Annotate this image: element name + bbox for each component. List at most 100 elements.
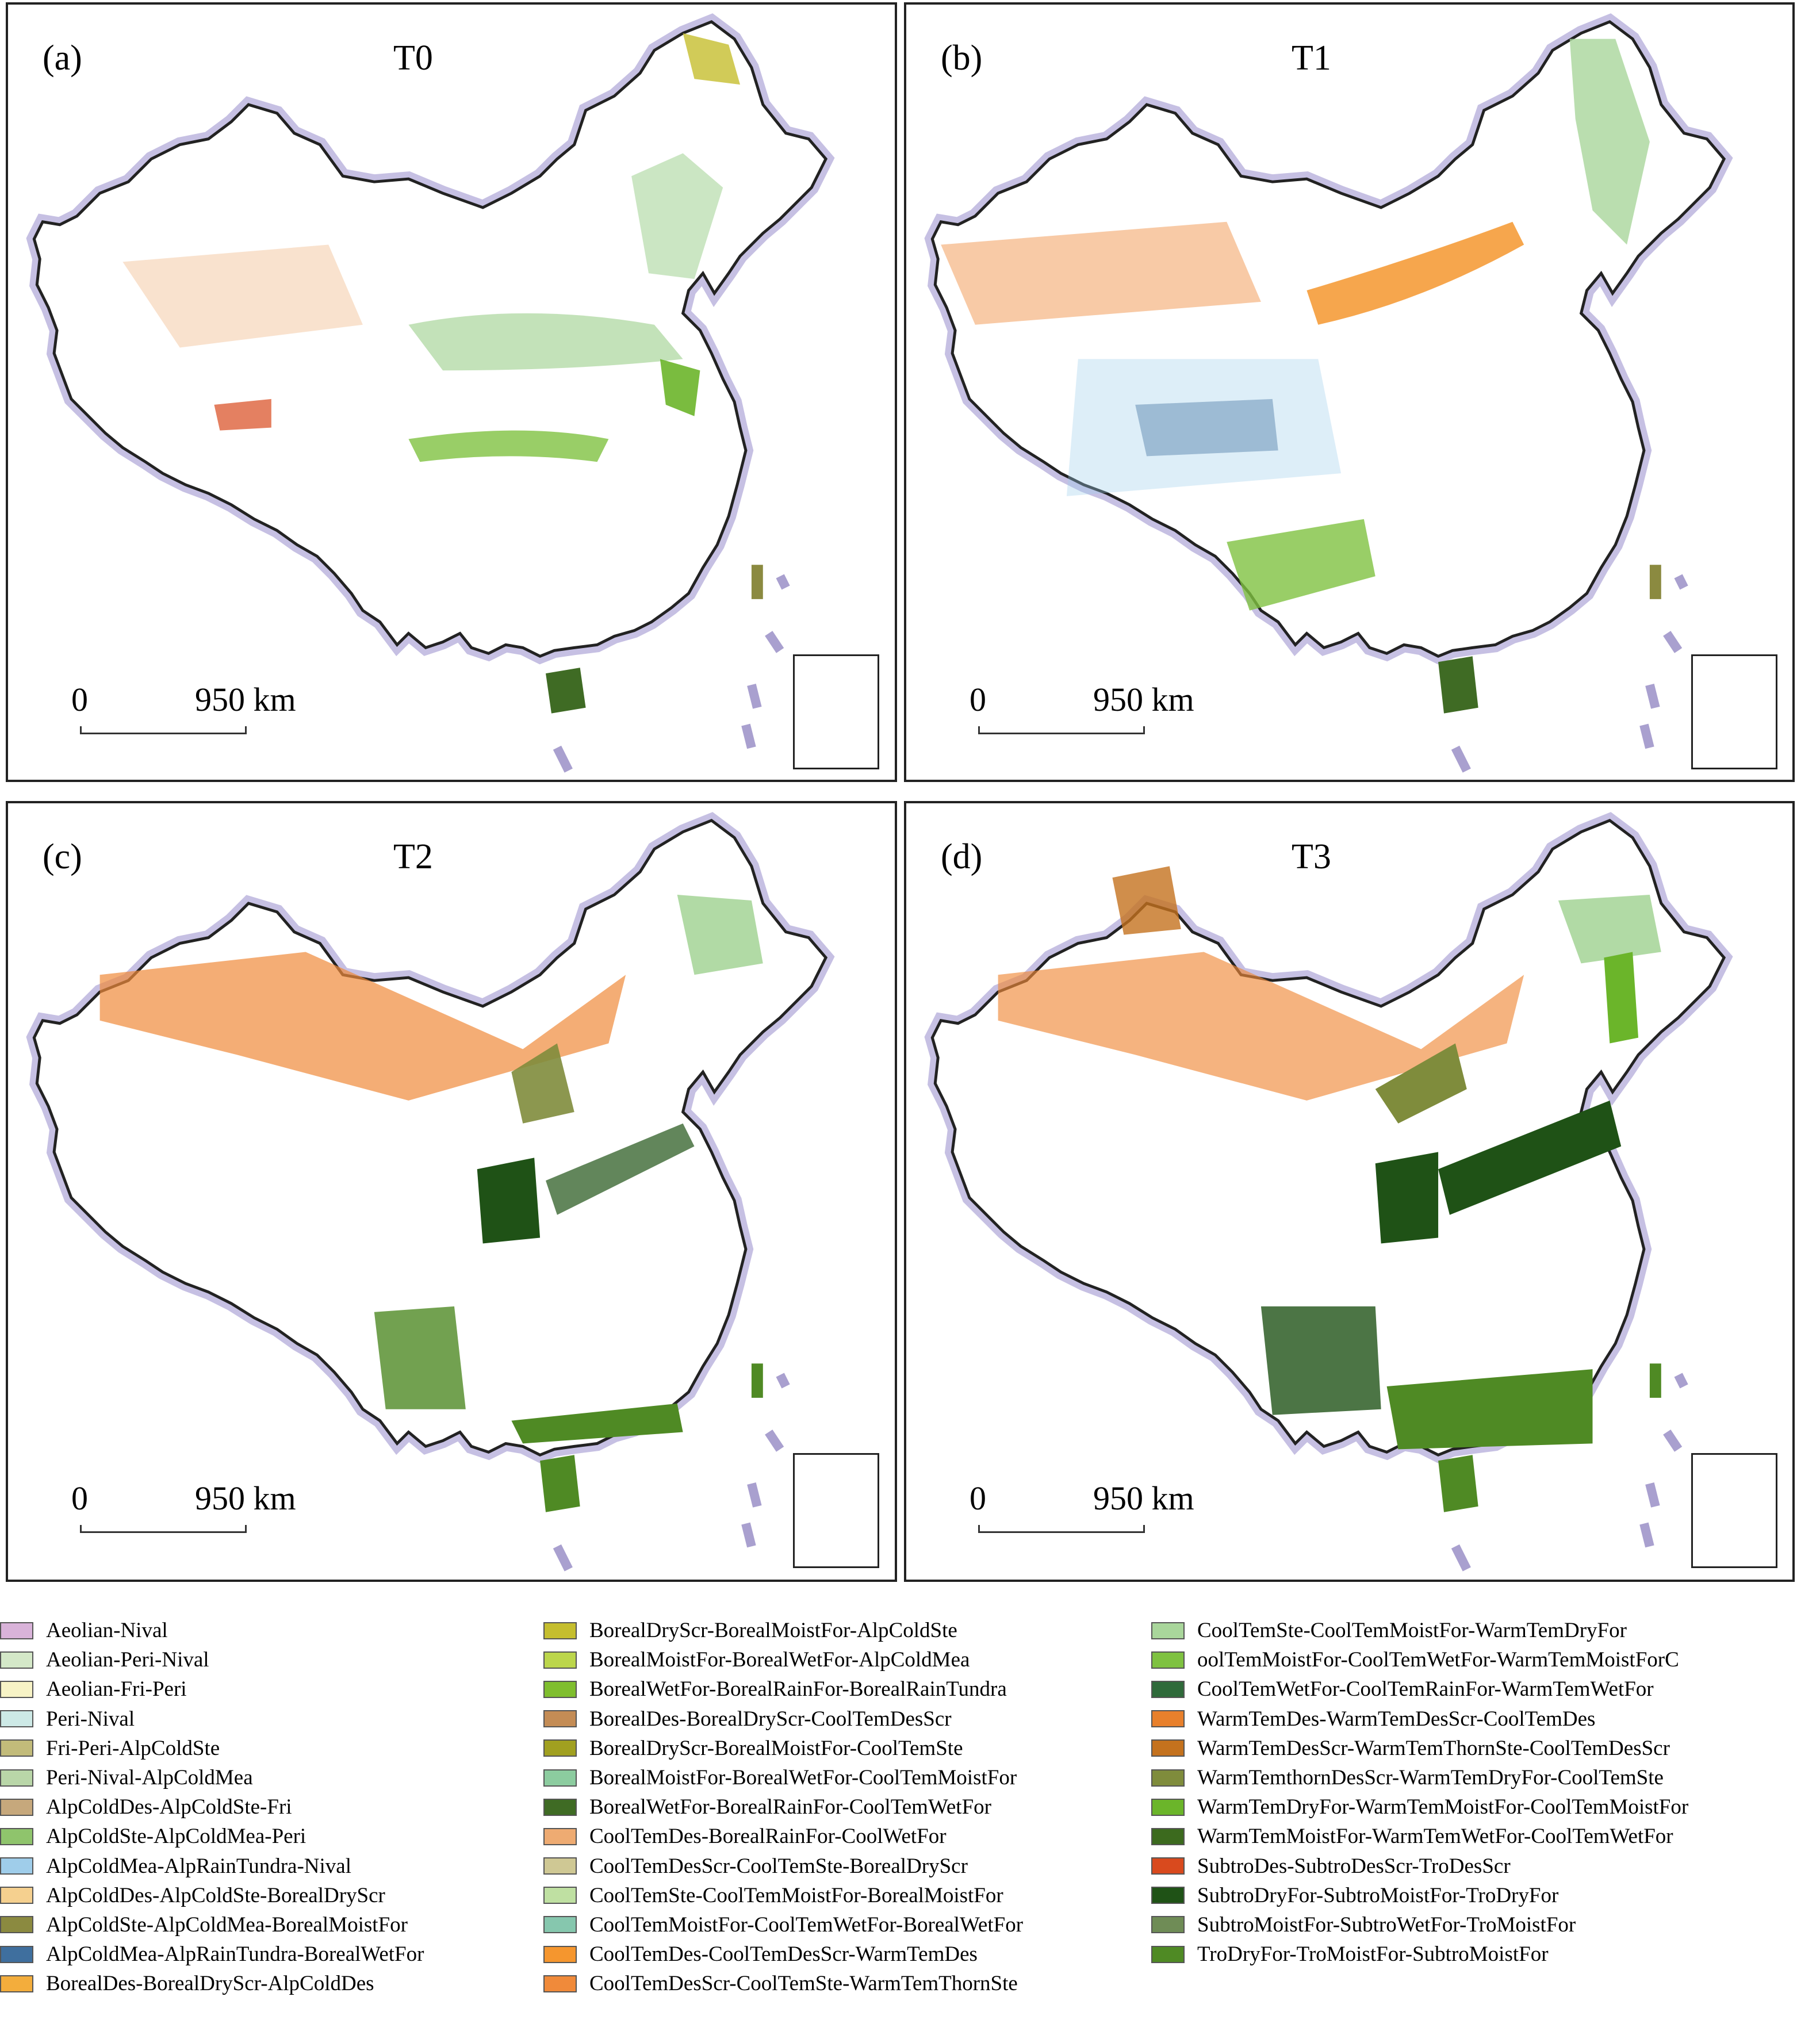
panel-letter: (c) — [43, 837, 82, 876]
legend-label: BorealMoistFor-BorealWetFor-CoolTemMoist… — [589, 1766, 1017, 1790]
legend-item: SubtroDes-SubtroDesScr-TroDesScr — [1151, 1852, 1688, 1881]
legend-label: WarmTemDryFor-WarmTemMoistFor-CoolTemMoi… — [1197, 1795, 1689, 1819]
legend-swatch — [543, 1710, 577, 1728]
legend-label: CoolTemSte-CoolTemMoistFor-WarmTemDryFor — [1197, 1619, 1627, 1643]
legend-item: Aeolian-Peri-Nival — [0, 1645, 424, 1674]
map-panel-t2: (c) T2 0 950 km — [6, 801, 897, 1582]
legend-swatch — [0, 1769, 33, 1787]
legend-swatch — [543, 1857, 577, 1875]
legend-swatch — [0, 1651, 33, 1669]
legend-item: BorealDes-BorealDryScr-CoolTemDesScr — [543, 1704, 1023, 1734]
legend-swatch — [1151, 1680, 1185, 1698]
legend-item: Aeolian-Fri-Peri — [0, 1674, 424, 1704]
legend-item: BorealDryScr-BorealMoistFor-AlpColdSte — [543, 1616, 1023, 1645]
legend-label: CoolTemMoistFor-CoolTemWetFor-BorealWetF… — [589, 1913, 1024, 1937]
legend-swatch — [0, 1622, 33, 1639]
legend-swatch — [543, 1827, 577, 1845]
legend-item: Peri-Nival-AlpColdMea — [0, 1763, 424, 1792]
legend-swatch — [1151, 1887, 1185, 1904]
scale-bar: 0 950 km — [970, 1479, 1194, 1542]
legend-label: TroDryFor-TroMoistFor-SubtroMoistFor — [1197, 1942, 1549, 1967]
china-map-t3 — [906, 803, 1792, 1572]
scale-start: 0 — [71, 1480, 88, 1517]
legend-item: BorealWetFor-BorealRainFor-BorealRainTun… — [543, 1674, 1023, 1704]
legend-swatch — [1151, 1710, 1185, 1728]
scale-end: 950 km — [195, 681, 296, 718]
scale-bar: 0 950 km — [71, 1479, 296, 1542]
legend-swatch — [0, 1710, 33, 1728]
legend-item: Fri-Peri-AlpColdSte — [0, 1734, 424, 1763]
legend-item: AlpColdMea-AlpRainTundra-Nival — [0, 1852, 424, 1881]
map-legend: Aeolian-Nival Aeolian-Peri-Nival Aeolian-F… — [0, 1616, 1820, 2035]
south-china-sea-inset — [793, 654, 879, 769]
legend-label: SubtroDryFor-SubtroMoistFor-TroDryFor — [1197, 1883, 1559, 1907]
legend-item: CoolTemDes-CoolTemDesScr-WarmTemDes — [543, 1940, 1023, 1969]
panel-letter: (d) — [941, 837, 983, 876]
legend-swatch — [0, 1680, 33, 1698]
legend-label: SubtroDes-SubtroDesScr-TroDesScr — [1197, 1854, 1511, 1878]
panel-letter: (b) — [941, 39, 983, 78]
legend-label: BorealWetFor-BorealRainFor-BorealRainTun… — [589, 1677, 1007, 1701]
legend-swatch — [1151, 1945, 1185, 1963]
south-china-sea-inset — [1691, 1453, 1777, 1568]
legend-item: WarmTemthornDesScr-WarmTemDryFor-CoolTem… — [1151, 1763, 1688, 1792]
south-china-sea-inset — [793, 1453, 879, 1568]
legend-item: BorealWetFor-BorealRainFor-CoolTemWetFor — [543, 1792, 1023, 1822]
legend-swatch — [1151, 1739, 1185, 1757]
legend-column: Aeolian-Nival Aeolian-Peri-Nival Aeolian-F… — [0, 1616, 424, 1998]
legend-item: TroDryFor-TroMoistFor-SubtroMoistFor — [1151, 1940, 1688, 1969]
legend-label: Peri-Nival-AlpColdMea — [46, 1766, 253, 1790]
map-panel-t1: (b) T1 0 950 km — [904, 2, 1795, 782]
legend-item: SubtroMoistFor-SubtroWetFor-TroMoistFor — [1151, 1910, 1688, 1940]
legend-swatch — [0, 1887, 33, 1904]
legend-label: WarmTemMoistFor-WarmTemWetFor-CoolTemWet… — [1197, 1825, 1673, 1849]
panel-title: T2 — [393, 837, 433, 876]
legend-item: AlpColdSte-AlpColdMea-BorealMoistFor — [0, 1910, 424, 1940]
legend-item: CoolTemDesScr-CoolTemSte-BorealDryScr — [543, 1852, 1023, 1881]
legend-label: BorealMoistFor-BorealWetFor-AlpColdMea — [589, 1648, 970, 1672]
legend-label: AlpColdSte-AlpColdMea-BorealMoistFor — [46, 1913, 408, 1937]
legend-label: AlpColdDes-AlpColdSte-BorealDryScr — [46, 1883, 385, 1907]
legend-label: oolTemMoistFor-CoolTemWetFor-WarmTemMois… — [1197, 1648, 1679, 1672]
legend-swatch — [1151, 1651, 1185, 1669]
legend-item: SubtroDryFor-SubtroMoistFor-TroDryFor — [1151, 1881, 1688, 1910]
legend-swatch — [543, 1916, 577, 1934]
scale-bar: 0 950 km — [970, 680, 1194, 744]
legend-item: Aeolian-Nival — [0, 1616, 424, 1645]
legend-label: Fri-Peri-AlpColdSte — [46, 1736, 220, 1760]
legend-label: BorealWetFor-BorealRainFor-CoolTemWetFor — [589, 1795, 991, 1819]
legend-label: CoolTemDesScr-CoolTemSte-WarmTemThornSte — [589, 1972, 1018, 1996]
legend-item: WarmTemMoistFor-WarmTemWetFor-CoolTemWet… — [1151, 1822, 1688, 1851]
legend-item: CoolTemDesScr-CoolTemSte-WarmTemThornSte — [543, 1969, 1023, 1998]
legend-swatch — [1151, 1622, 1185, 1639]
legend-swatch — [543, 1887, 577, 1904]
legend-item: oolTemMoistFor-CoolTemWetFor-WarmTemMois… — [1151, 1645, 1688, 1674]
legend-swatch — [543, 1651, 577, 1669]
legend-label: AlpColdMea-AlpRainTundra-Nival — [46, 1854, 351, 1878]
scale-start: 0 — [71, 681, 88, 718]
panel-letter: (a) — [43, 39, 82, 78]
legend-label: AlpColdMea-AlpRainTundra-BorealWetFor — [46, 1942, 424, 1967]
scale-start: 0 — [970, 681, 986, 718]
legend-swatch — [0, 1739, 33, 1757]
legend-label: CoolTemDes-BorealRainFor-CoolWetFor — [589, 1825, 947, 1849]
legend-swatch — [1151, 1827, 1185, 1845]
legend-column: CoolTemSte-CoolTemMoistFor-WarmTemDryFor… — [1151, 1616, 1688, 1969]
legend-label: CoolTemDesScr-CoolTemSte-BorealDryScr — [589, 1854, 968, 1878]
legend-item: AlpColdDes-AlpColdSte-BorealDryScr — [0, 1881, 424, 1910]
legend-item: CoolTemSte-CoolTemMoistFor-WarmTemDryFor — [1151, 1616, 1688, 1645]
map-panel-t3: (d) T3 0 950 km — [904, 801, 1795, 1582]
legend-label: WarmTemDesScr-WarmTemThornSte-CoolTemDes… — [1197, 1736, 1670, 1760]
legend-item: CoolTemWetFor-CoolTemRainFor-WarmTemWetF… — [1151, 1674, 1688, 1704]
legend-item: AlpColdSte-AlpColdMea-Peri — [0, 1822, 424, 1851]
legend-swatch — [543, 1769, 577, 1787]
panel-title: T1 — [1292, 39, 1331, 78]
legend-swatch — [0, 1857, 33, 1875]
legend-swatch — [543, 1945, 577, 1963]
legend-swatch — [1151, 1798, 1185, 1816]
panel-title: T3 — [1292, 837, 1331, 876]
legend-label: BorealDes-BorealDryScr-AlpColdDes — [46, 1972, 374, 1996]
legend-item: WarmTemDes-WarmTemDesScr-CoolTemDes — [1151, 1704, 1688, 1734]
legend-swatch — [1151, 1916, 1185, 1934]
scale-line — [978, 1525, 1145, 1533]
